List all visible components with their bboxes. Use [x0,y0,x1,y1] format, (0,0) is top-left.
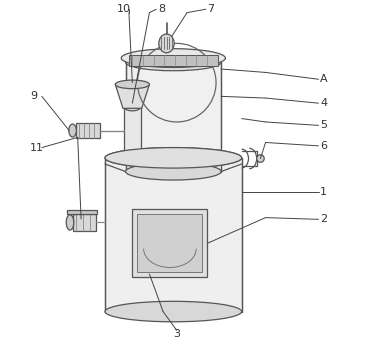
Text: 2: 2 [320,214,327,224]
Bar [132,209,208,277]
Bar [76,123,100,138]
Bar [124,107,141,154]
Ellipse shape [66,215,74,230]
Ellipse shape [115,80,150,88]
Text: 4: 4 [320,98,327,108]
Text: 5: 5 [320,120,327,130]
Text: 11: 11 [30,143,44,153]
Polygon shape [115,84,150,108]
Bar [126,62,221,172]
Bar [129,55,218,66]
Ellipse shape [124,102,141,111]
Ellipse shape [126,163,221,180]
Text: 1: 1 [320,187,327,197]
Ellipse shape [126,54,221,71]
Bar [138,214,202,272]
Ellipse shape [159,34,174,53]
Ellipse shape [257,155,264,162]
Ellipse shape [105,301,242,322]
Text: 8: 8 [158,4,165,14]
Ellipse shape [69,124,76,137]
Ellipse shape [124,150,141,159]
Ellipse shape [105,147,242,168]
Text: 6: 6 [320,141,327,151]
Text: 9: 9 [30,91,37,101]
Text: 3: 3 [173,329,180,339]
Text: 10: 10 [117,4,131,14]
Bar [73,214,96,231]
Ellipse shape [121,49,226,68]
Bar [105,158,242,311]
Bar [67,210,97,214]
Text: A: A [320,74,328,84]
Text: 7: 7 [208,4,215,14]
Ellipse shape [105,147,242,168]
